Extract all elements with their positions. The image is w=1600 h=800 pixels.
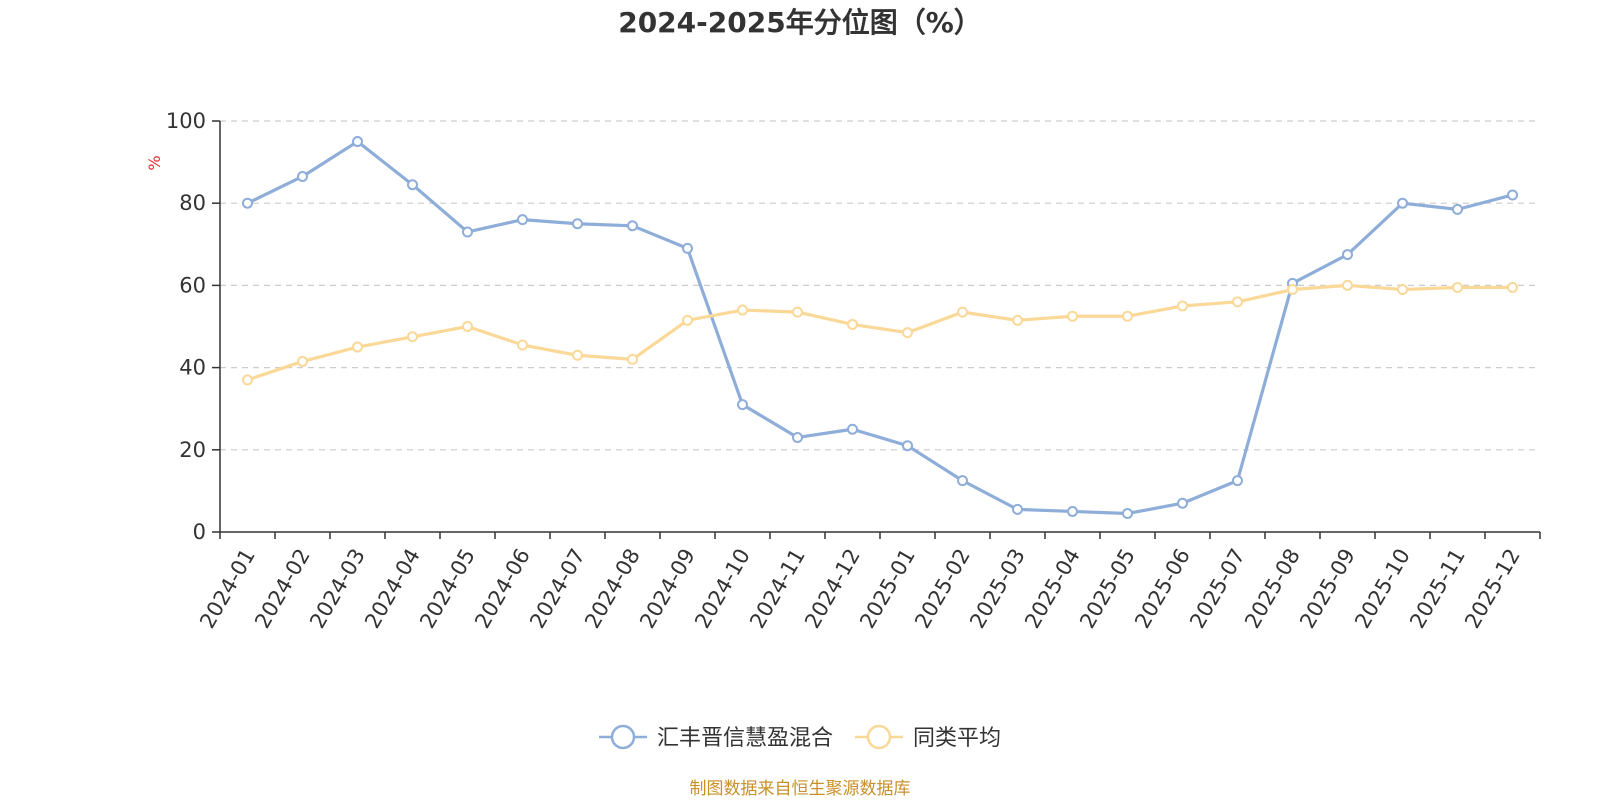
data-point[interactable] bbox=[737, 399, 748, 411]
data-point[interactable] bbox=[627, 353, 638, 365]
data-point[interactable] bbox=[737, 304, 748, 316]
data-point[interactable] bbox=[1452, 281, 1463, 293]
data-point[interactable] bbox=[1397, 284, 1408, 296]
data-point[interactable] bbox=[682, 314, 693, 326]
data-point[interactable] bbox=[957, 475, 968, 487]
data-point[interactable] bbox=[407, 179, 418, 191]
data-point[interactable] bbox=[297, 170, 308, 182]
series-line bbox=[246, 283, 1513, 382]
data-point[interactable] bbox=[407, 331, 418, 343]
data-point[interactable] bbox=[1507, 189, 1518, 201]
legend-item-1[interactable]: 汇丰晋信慧盈混合 bbox=[599, 724, 833, 751]
data-point[interactable] bbox=[1342, 279, 1353, 291]
x-tick-label: 2025-12 bbox=[1460, 545, 1525, 633]
data-point[interactable] bbox=[1507, 281, 1518, 293]
data-point[interactable] bbox=[1122, 508, 1133, 520]
data-point[interactable] bbox=[847, 318, 858, 330]
axes: 0204060801002024-012024-022024-032024-04… bbox=[166, 109, 1541, 633]
data-point[interactable] bbox=[682, 242, 693, 254]
y-tick-label: 40 bbox=[179, 356, 206, 380]
data-point[interactable] bbox=[1012, 503, 1023, 515]
data-point[interactable] bbox=[1122, 310, 1133, 322]
y-tick-label: 0 bbox=[193, 520, 206, 544]
series-lines bbox=[242, 136, 1518, 520]
data-point[interactable] bbox=[1177, 497, 1188, 509]
series-1 bbox=[242, 136, 1518, 520]
y-tick-label: 100 bbox=[166, 109, 206, 133]
y-tick-label: 20 bbox=[179, 438, 206, 462]
data-point[interactable] bbox=[462, 226, 473, 238]
data-point[interactable] bbox=[957, 306, 968, 318]
data-point[interactable] bbox=[517, 339, 528, 351]
y-tick-label: 60 bbox=[179, 273, 206, 297]
data-point[interactable] bbox=[1232, 296, 1243, 308]
chart-title: 2024-2025年分位图（%） bbox=[618, 6, 982, 39]
data-point[interactable] bbox=[1177, 300, 1188, 312]
data-point[interactable] bbox=[297, 355, 308, 367]
data-point[interactable] bbox=[352, 136, 363, 148]
grid-lines bbox=[220, 120, 1540, 451]
data-point[interactable] bbox=[1397, 197, 1408, 209]
data-point[interactable] bbox=[1452, 203, 1463, 215]
y-axis-unit-label: % bbox=[145, 155, 164, 170]
data-point[interactable] bbox=[902, 440, 913, 452]
y-tick-label: 80 bbox=[179, 191, 206, 215]
data-point[interactable] bbox=[1342, 249, 1353, 261]
data-point[interactable] bbox=[627, 220, 638, 232]
data-point[interactable] bbox=[1012, 314, 1023, 326]
source-note: 制图数据来自恒生聚源数据库 bbox=[690, 779, 911, 799]
series-2 bbox=[242, 279, 1518, 386]
legend[interactable]: 汇丰晋信慧盈混合 同类平均 bbox=[599, 724, 1001, 751]
data-point[interactable] bbox=[572, 349, 583, 361]
data-point[interactable] bbox=[462, 321, 473, 332]
data-point[interactable] bbox=[572, 218, 583, 230]
legend-circle-icon bbox=[610, 724, 636, 750]
data-point[interactable] bbox=[847, 423, 858, 435]
data-point[interactable] bbox=[792, 306, 803, 318]
data-point[interactable] bbox=[1067, 310, 1078, 322]
legend-circle-icon bbox=[866, 724, 892, 750]
series-line bbox=[246, 139, 1513, 516]
data-point[interactable] bbox=[792, 431, 803, 443]
data-point[interactable] bbox=[242, 374, 253, 386]
data-point[interactable] bbox=[352, 341, 363, 353]
data-point[interactable] bbox=[242, 197, 253, 209]
data-point[interactable] bbox=[1067, 505, 1078, 517]
legend-label: 汇丰晋信慧盈混合 bbox=[657, 726, 833, 751]
legend-label: 同类平均 bbox=[913, 726, 1001, 751]
legend-item-2[interactable]: 同类平均 bbox=[855, 724, 1001, 751]
data-point[interactable] bbox=[902, 327, 913, 339]
data-point[interactable] bbox=[1287, 284, 1298, 296]
data-point[interactable] bbox=[517, 214, 528, 226]
data-point[interactable] bbox=[1232, 475, 1243, 487]
